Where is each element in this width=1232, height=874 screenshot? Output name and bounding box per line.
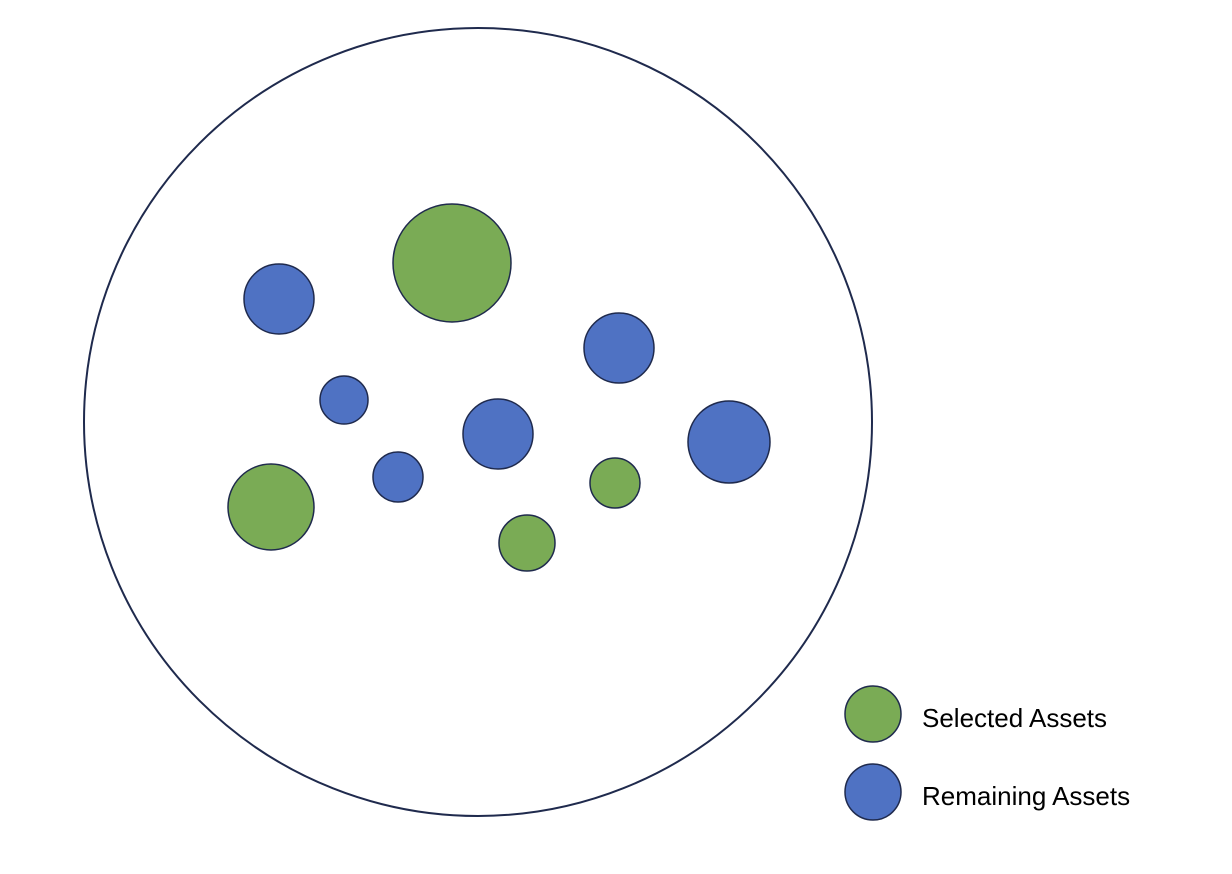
legend-selected-label: Selected Assets [922, 703, 1107, 733]
selected-asset-circle [392, 203, 512, 323]
legend-remaining-label: Remaining Assets [922, 781, 1130, 811]
remaining-asset-circle [687, 400, 771, 484]
selected-asset-circle [227, 463, 315, 551]
remaining-asset-circle [583, 312, 655, 384]
remaining-asset-circle [319, 375, 369, 425]
legend: Selected Assets Remaining Assets [844, 685, 1130, 821]
assets-group [227, 203, 771, 572]
selected-asset-circle [589, 457, 641, 509]
remaining-asset-circle [462, 398, 534, 470]
selected-asset-circle [498, 514, 556, 572]
legend-selected-swatch [844, 685, 902, 743]
remaining-asset-circle [372, 451, 424, 503]
remaining-asset-circle [243, 263, 315, 335]
legend-remaining-swatch [844, 763, 902, 821]
